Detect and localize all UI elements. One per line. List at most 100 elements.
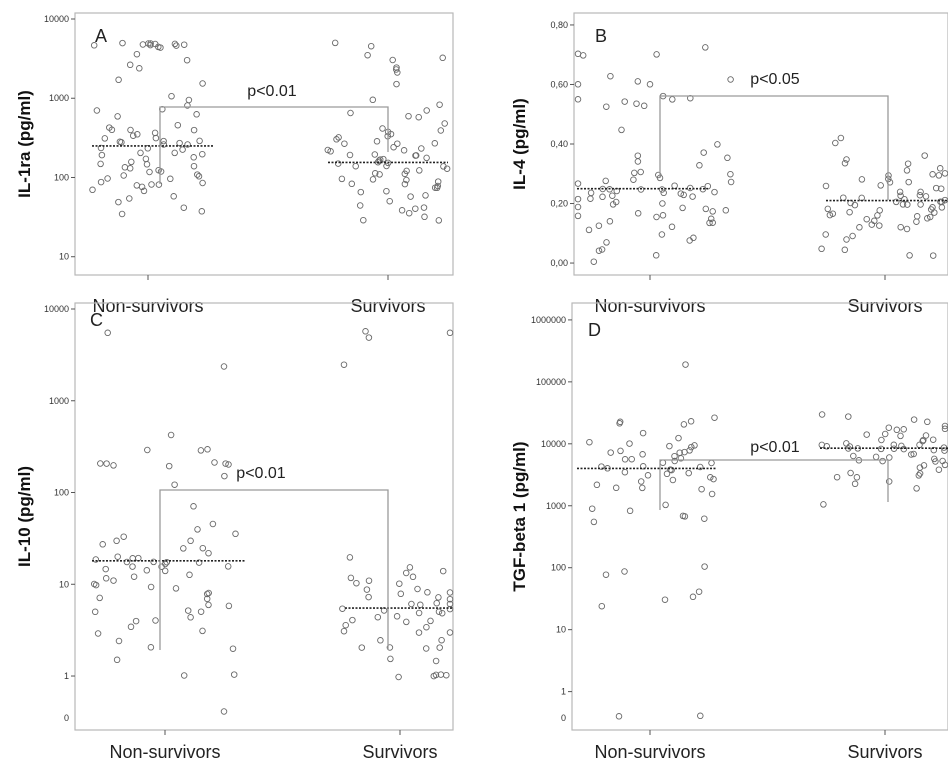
- data-point: [930, 446, 938, 454]
- data-point: [598, 463, 605, 470]
- data-point: [422, 645, 430, 652]
- data-point: [120, 533, 127, 540]
- data-point: [433, 599, 440, 607]
- data-point: [190, 503, 197, 510]
- data-point: [126, 165, 134, 172]
- data-point: [858, 176, 866, 183]
- y-tick-label: 1: [64, 671, 69, 681]
- data-point: [184, 102, 191, 109]
- data-point: [724, 154, 731, 162]
- data-point: [905, 178, 912, 186]
- data-point: [913, 218, 920, 225]
- data-point: [441, 120, 448, 127]
- data-point: [585, 226, 593, 234]
- data-point: [818, 411, 826, 418]
- data-point: [910, 450, 917, 458]
- data-point: [666, 442, 673, 450]
- data-point: [199, 544, 207, 552]
- data-point: [126, 61, 134, 69]
- data-point: [118, 210, 126, 218]
- data-point: [658, 186, 666, 193]
- data-point: [369, 176, 377, 183]
- data-point: [586, 438, 593, 446]
- significance-bracket: [659, 95, 889, 200]
- data-point: [877, 182, 884, 189]
- data-point: [167, 175, 174, 183]
- data-point: [574, 212, 582, 220]
- data-point: [574, 50, 582, 58]
- data-point: [205, 601, 212, 609]
- data-point: [383, 162, 390, 170]
- data-point: [187, 614, 194, 621]
- data-point: [824, 205, 832, 213]
- data-point: [152, 134, 160, 142]
- p-value-label: p<0.01: [236, 465, 285, 482]
- data-point: [392, 66, 400, 73]
- data-point: [682, 361, 689, 368]
- data-point: [395, 673, 402, 681]
- data-point: [668, 223, 676, 231]
- y-axis-label: IL-4 (pg/ml): [510, 98, 529, 190]
- data-point: [406, 564, 414, 571]
- data-point: [136, 65, 143, 72]
- data-point: [420, 204, 428, 211]
- data-point: [917, 188, 924, 196]
- data-point: [916, 191, 924, 199]
- y-tick-label: 10000: [541, 439, 566, 449]
- data-point: [115, 76, 122, 84]
- data-point: [396, 580, 403, 587]
- data-point: [630, 176, 637, 183]
- data-point: [221, 472, 228, 480]
- data-point: [617, 447, 624, 455]
- data-point: [132, 617, 140, 625]
- data-point: [102, 565, 109, 573]
- data-point: [714, 141, 721, 148]
- data-point: [845, 413, 852, 420]
- data-point: [669, 96, 676, 103]
- data-point: [353, 579, 360, 587]
- data-point: [833, 473, 841, 481]
- data-point: [341, 140, 348, 147]
- data-point: [900, 426, 907, 433]
- data-point: [211, 459, 218, 466]
- data-point: [644, 472, 652, 479]
- data-point: [94, 630, 102, 637]
- data-point: [415, 113, 422, 121]
- data-point: [929, 436, 937, 443]
- x-category-label: Non-survivors: [92, 296, 203, 316]
- data-point: [710, 475, 717, 483]
- y-tick-label: 0,40: [550, 139, 568, 149]
- data-point: [165, 462, 173, 470]
- data-point: [134, 131, 141, 138]
- data-point: [593, 481, 601, 489]
- data-point: [346, 554, 354, 561]
- data-point: [346, 151, 354, 159]
- data-point: [701, 563, 708, 570]
- y-tick-label: 0,80: [550, 20, 568, 30]
- data-point: [849, 232, 856, 240]
- y-tick-label: 100: [551, 563, 566, 573]
- significance-bracket: [159, 106, 389, 184]
- data-point: [634, 152, 642, 159]
- data-point: [818, 245, 825, 253]
- data-point: [850, 452, 857, 460]
- y-tick-label: 1: [561, 687, 566, 697]
- data-point: [357, 188, 365, 196]
- data-point: [195, 173, 203, 180]
- data-point: [340, 361, 348, 368]
- y-tick-label: 100: [54, 488, 69, 498]
- data-point: [663, 470, 671, 478]
- y-tick-label: 10000: [44, 304, 69, 314]
- data-point: [171, 40, 179, 48]
- data-point: [99, 541, 106, 548]
- data-point: [679, 512, 687, 520]
- significance-bracket: [659, 459, 889, 510]
- data-point: [114, 113, 121, 120]
- data-point: [631, 169, 638, 177]
- data-point: [197, 447, 205, 454]
- data-point: [423, 154, 430, 162]
- data-point: [843, 236, 850, 243]
- data-point: [897, 432, 904, 440]
- data-point: [840, 194, 847, 201]
- data-point: [367, 42, 375, 50]
